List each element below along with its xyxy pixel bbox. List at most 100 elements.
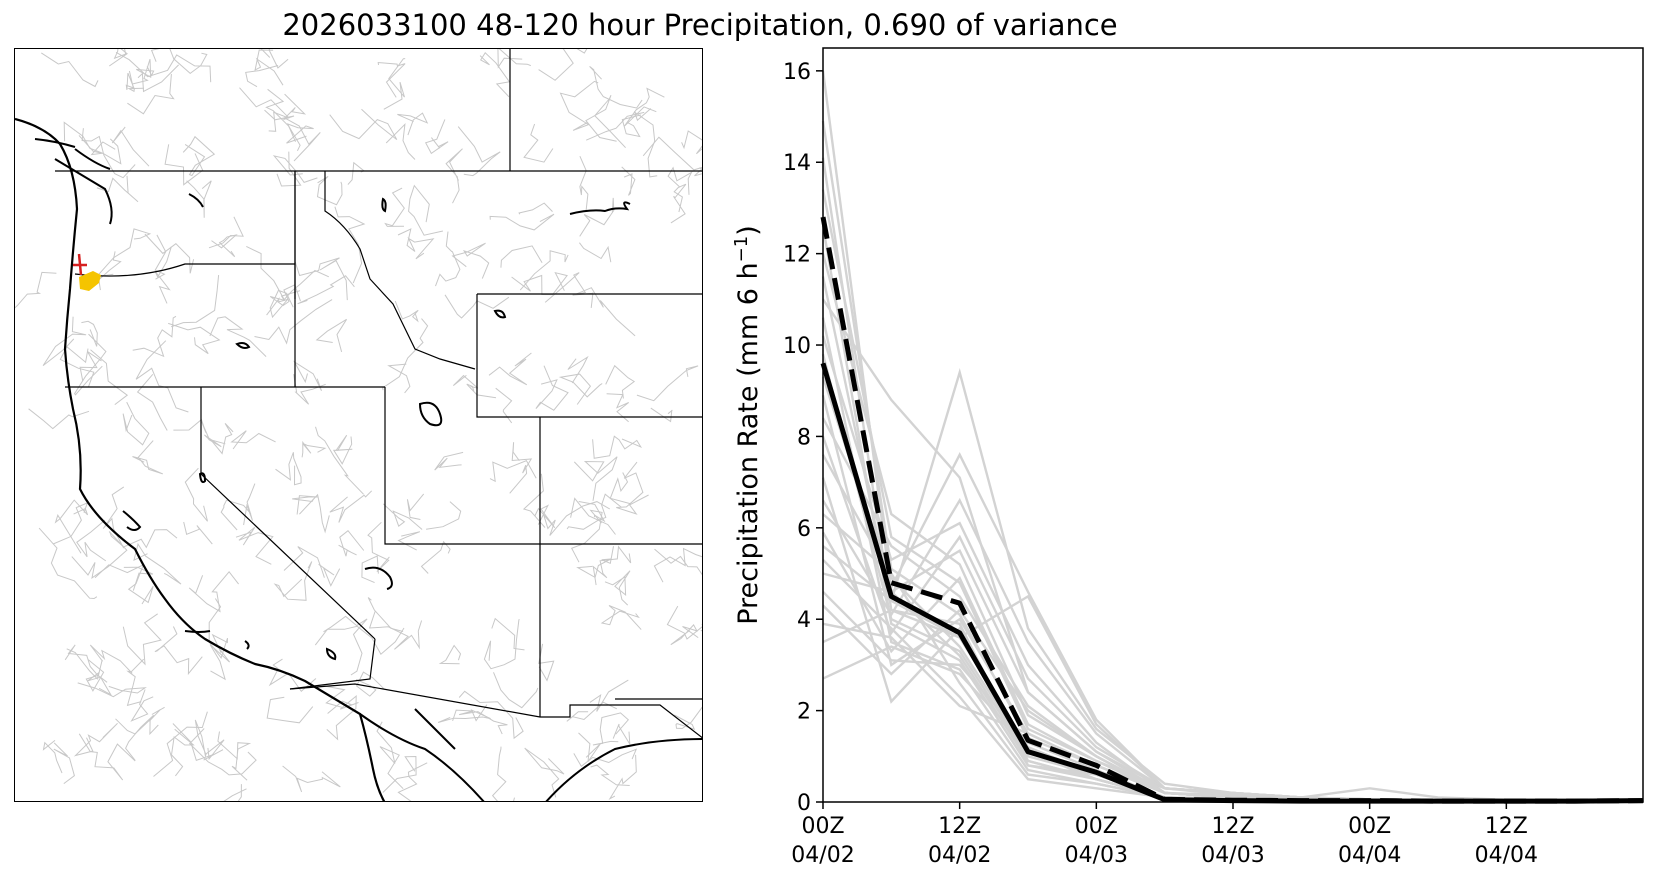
basin-outline (109, 529, 178, 549)
basin-outline (170, 275, 220, 328)
basin-outline (144, 233, 195, 274)
basin-outline (621, 166, 636, 196)
basin-outline (642, 136, 702, 177)
basin-outline (367, 597, 404, 632)
basin-outline (435, 231, 461, 287)
basin-outline (122, 401, 150, 446)
basin-outline (500, 245, 543, 268)
lake-fort-peck (569, 201, 631, 215)
basin-outline (567, 355, 589, 384)
basin-outline (589, 679, 629, 712)
basin-outline (559, 80, 599, 131)
plot-frame (822, 47, 1644, 803)
basin-outline (127, 74, 175, 115)
x-tick-label-date: 04/02 (928, 843, 991, 868)
x-tick-label-hour: 00Z (801, 814, 844, 839)
basin-outline (451, 242, 490, 279)
basin-outline (534, 504, 556, 529)
x-tick-label-hour: 12Z (938, 814, 981, 839)
y-axis-label-sup: −1 (731, 236, 752, 263)
figure-title: 2026033100 48-120 hour Precipitation, 0.… (282, 8, 1118, 42)
basin-outline (95, 228, 152, 278)
ensemble-member-line (822, 545, 1643, 802)
basin-outline (385, 123, 416, 160)
ensemble-member-line (822, 558, 1643, 803)
basin-outline (217, 731, 252, 781)
id-east-border (294, 171, 476, 387)
basin-outline (208, 598, 228, 659)
basin-outline (78, 733, 136, 781)
ensemble-member-line (821, 417, 1643, 802)
x-tick-label-hour: 00Z (1075, 814, 1118, 839)
basin-outline (479, 52, 511, 98)
basin-outline (264, 93, 307, 121)
basin-outline (170, 728, 195, 777)
basin-outline (543, 501, 611, 536)
basin-outline (268, 658, 317, 693)
basin-outline (361, 555, 379, 584)
basin-outline (102, 486, 125, 549)
basin-outline (329, 108, 398, 140)
basin-outline (437, 704, 491, 723)
basin-outline (572, 287, 636, 337)
basin-outline (586, 111, 645, 141)
basin-outline (576, 546, 614, 579)
basin-outline (566, 493, 622, 530)
basin-outline (681, 130, 702, 155)
y-tick-label: 6 (797, 517, 811, 542)
ensemble-member-line (821, 477, 1643, 803)
basin-outline (269, 284, 301, 307)
basin-outline (220, 499, 252, 531)
basin-outline (570, 497, 616, 535)
basin-outline (535, 365, 569, 411)
basin-outline (194, 719, 225, 761)
basin-outline (509, 442, 533, 494)
basin-outline (123, 566, 154, 591)
y-axis-label-close: ) (733, 225, 764, 236)
basin-outline (592, 435, 643, 459)
basin-outline (420, 540, 451, 574)
basin-outline (54, 499, 89, 554)
basin-outline (38, 527, 98, 600)
basin-outline (589, 66, 643, 109)
basin-outline (600, 605, 642, 630)
basin-outline (314, 625, 405, 655)
lake-tahoe (198, 472, 207, 484)
y-tick-label: 0 (797, 791, 811, 816)
co-border (539, 417, 702, 545)
puget-sound (34, 138, 113, 225)
basin-outline (623, 87, 665, 127)
great-salt-lake (418, 401, 443, 427)
basin-outline (519, 250, 569, 291)
map-svg (15, 49, 702, 801)
outlet-marker (73, 253, 87, 276)
basin-outline (115, 51, 212, 83)
basin-outline (132, 315, 177, 358)
basin-outline (491, 746, 515, 801)
basin-outline (334, 206, 366, 284)
y-axis-label-main: Precipitation Rate (mm 6 h (733, 262, 764, 624)
basin-outline (276, 151, 302, 187)
ut-border (384, 387, 541, 717)
basin-outline (208, 216, 244, 249)
basin-outline (566, 701, 618, 722)
map-panel (14, 48, 703, 802)
x-tick-label-date: 04/02 (791, 843, 854, 868)
baja-coast (359, 708, 485, 801)
basin-outline (406, 493, 425, 520)
y-tick-label: 4 (797, 608, 811, 633)
basin-outline (53, 742, 75, 785)
basin-outline (424, 119, 449, 155)
basin-outline (670, 624, 699, 646)
basin-outline (297, 275, 355, 305)
basin-outline (245, 65, 279, 88)
ensemble-member-line (822, 608, 1643, 803)
x-axis-ticks: 00Z 04/02 12Z 04/02 00Z 04/03 12Z 04/03 00Z 04/04… (791, 802, 1538, 868)
basin-outline (578, 501, 606, 523)
basin-outline (132, 440, 164, 475)
basin-outline (315, 426, 364, 495)
basin-outline (382, 503, 423, 530)
basin-outline (397, 112, 429, 136)
basin-outline (15, 271, 57, 309)
